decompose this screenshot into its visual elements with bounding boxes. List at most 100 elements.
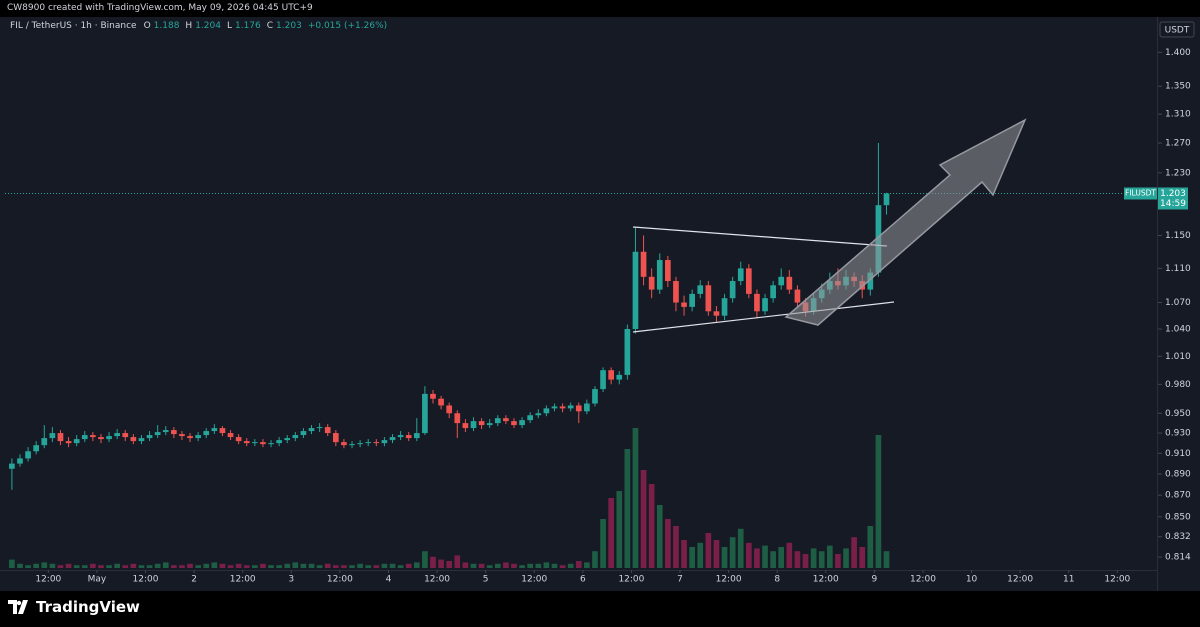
volume-bar — [511, 563, 517, 568]
volume-bar — [875, 435, 882, 568]
volume-bar — [65, 563, 72, 568]
candle-body — [49, 433, 56, 439]
volume-bar — [737, 528, 744, 568]
y-tick-label: 1.400 — [1165, 48, 1191, 58]
volume-bar — [802, 554, 809, 568]
candle-body — [762, 298, 768, 312]
x-tick-label: 3 — [288, 575, 294, 585]
volume-bar — [235, 563, 242, 568]
candle-body — [592, 389, 598, 404]
legend: FIL / TetherUS · 1h · Binance O 1.188 H 1.… — [10, 21, 390, 31]
volume-bar — [106, 565, 112, 568]
brand-logo: TradingView — [8, 598, 140, 616]
volume-bar — [260, 563, 266, 568]
volume-bar — [33, 563, 40, 568]
candle-body — [494, 418, 501, 424]
candle-body — [511, 421, 517, 426]
volume-bar — [381, 563, 388, 568]
candle-body — [33, 445, 40, 452]
y-tick-label: 1.310 — [1165, 110, 1191, 120]
x-tick-label: 12:00 — [618, 575, 644, 585]
x-tick-label: 5 — [483, 575, 489, 585]
candle-body — [98, 437, 104, 440]
legend-value: 1.204 — [195, 21, 221, 31]
trend-line — [632, 226, 888, 247]
volume-bar — [203, 563, 210, 568]
candle-body — [300, 431, 307, 436]
drawings — [632, 118, 1027, 333]
x-tick-label: 12:00 — [813, 575, 839, 585]
volume-bar — [648, 484, 655, 568]
candle-body — [648, 276, 655, 290]
volume-bar — [284, 563, 291, 568]
caption: CW8900 created with TradingView.com, May… — [7, 3, 313, 13]
x-tick-label: 12:00 — [716, 575, 742, 585]
candle-body — [405, 435, 412, 439]
candle-body — [130, 437, 137, 442]
candle-body — [446, 405, 453, 414]
volume-bar — [332, 565, 339, 568]
candle-body — [616, 374, 623, 380]
brand-name: TradingView — [36, 598, 140, 616]
candle-body — [122, 433, 129, 438]
ticker-name: FILUSDT — [1125, 188, 1156, 197]
x-tick-label: May — [88, 575, 107, 585]
volume-bar — [527, 563, 534, 568]
volume-bar — [794, 551, 801, 568]
volume-bar — [810, 548, 817, 568]
volume-bar — [324, 563, 331, 568]
x-tick-label: 10 — [966, 575, 978, 585]
candle-body — [454, 413, 461, 424]
volume-bar — [705, 533, 712, 568]
x-tick-label: 9 — [871, 575, 877, 585]
candle-body — [656, 260, 663, 290]
volume-bar — [276, 565, 282, 568]
candle-body — [713, 311, 720, 316]
volume-bar — [746, 542, 752, 568]
candle-body — [332, 433, 339, 443]
candle-body — [292, 435, 299, 439]
volume-bar — [770, 551, 776, 568]
candle-body — [252, 442, 258, 444]
candle-body — [235, 437, 242, 442]
candle-body — [146, 435, 153, 439]
volume-bar — [300, 563, 307, 568]
candle-body — [486, 423, 493, 426]
y-tick-label: 1.010 — [1165, 352, 1191, 362]
volume-bar — [551, 563, 558, 568]
candle-body — [17, 458, 23, 464]
volume-bar — [365, 565, 372, 568]
legend-change: +0.015 (+1.26%) — [307, 21, 388, 31]
volume-bar — [316, 565, 323, 568]
top-bar: CW8900 created with TradingView.com, May… — [0, 0, 1200, 17]
volume-bar — [171, 565, 177, 568]
candle-body — [211, 428, 218, 432]
volume-bar — [600, 519, 606, 568]
volume-bar — [252, 565, 258, 568]
candle-body — [551, 406, 558, 409]
footer: TradingView — [0, 591, 1200, 627]
candle-body — [478, 421, 485, 426]
candle-body — [462, 423, 469, 429]
candle-body — [567, 405, 574, 409]
y-tick-label: 0.814 — [1165, 553, 1191, 563]
candle-body — [778, 276, 785, 286]
candle-body — [389, 437, 396, 441]
price-tag-countdown: 14:59 — [1160, 199, 1186, 209]
volume-bar — [397, 565, 404, 568]
price-axis-background — [1158, 17, 1200, 591]
volume-bar — [656, 505, 663, 568]
symbol: FIL / TetherUS · 1h · Binance — [10, 21, 137, 31]
volume-bar — [413, 562, 420, 568]
candle-body — [73, 439, 80, 444]
candle-body — [705, 285, 712, 312]
candle-body — [729, 281, 736, 299]
volume-bar — [73, 565, 80, 568]
candle-body — [470, 421, 477, 429]
volume-bar — [211, 562, 218, 568]
volume-bar — [446, 561, 453, 568]
candle-body — [737, 268, 744, 282]
y-tick-label: 0.930 — [1165, 429, 1191, 439]
candle-body — [559, 406, 566, 409]
plot-background — [0, 17, 1158, 591]
